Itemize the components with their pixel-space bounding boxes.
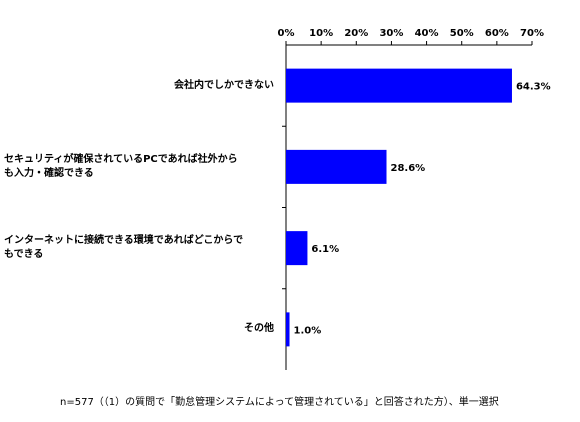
bar [286,149,387,184]
data-label: 28.6% [391,163,426,174]
x-tick-label: 20% [344,28,368,39]
bar [286,68,512,103]
category-label: セキュリティが確保されているPCであれば社外から も入力・確認できる [4,153,274,181]
x-tick-label: 40% [415,28,439,39]
category-label-line: その他 [244,323,274,335]
x-tick-label: 30% [379,28,403,39]
category-label-line: もできる [4,249,44,261]
data-label: 1.0% [294,325,322,336]
category-label: インターネットに接続できる環境であればどこからで もできる [4,234,274,262]
category-label-line: 会社内でしかできない [174,79,274,91]
bar [286,312,290,347]
x-tick-label: 50% [450,28,474,39]
category-label-line: インターネットに接続できる環境であればどこからで [4,235,244,247]
category-label-line: セキュリティが確保されているPCであれば社外から [4,153,238,165]
bar [286,231,308,266]
category-label-line: も入力・確認できる [4,167,94,179]
x-tick-label: 70% [520,28,544,39]
footnote: n=577（（1）の質問で「勤怠管理システムによって管理されている」と回答された… [60,397,499,408]
data-label: 6.1% [311,244,339,255]
data-label: 64.3% [516,82,551,93]
x-tick-label: 60% [485,28,509,39]
category-label: 会社内でしかできない [4,79,274,93]
category-label: その他 [4,322,274,336]
x-tick-label: 0% [278,28,295,39]
x-tick-label: 10% [309,28,333,39]
